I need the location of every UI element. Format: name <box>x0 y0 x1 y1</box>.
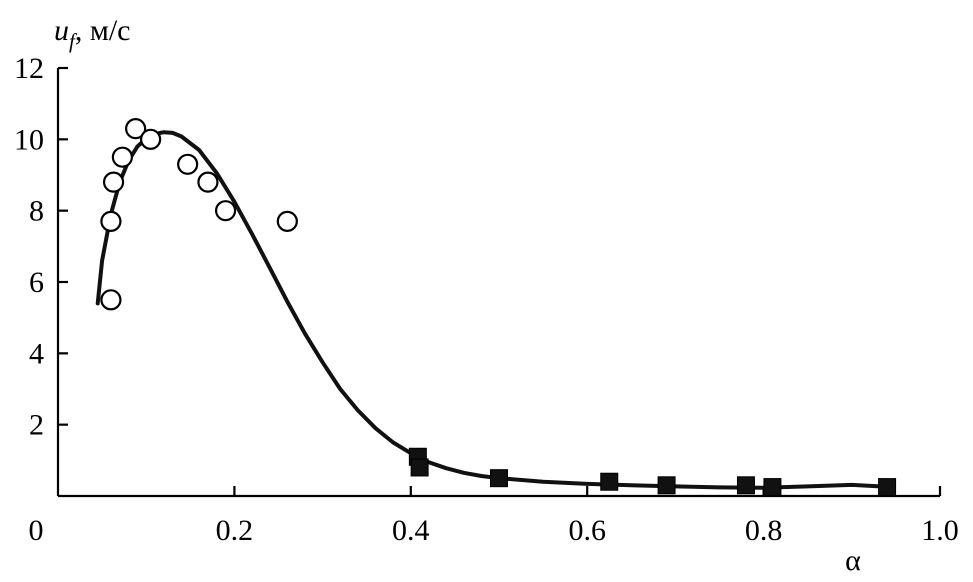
x-tick-label: 0.4 <box>392 514 430 547</box>
filled-square-point <box>763 478 782 497</box>
y-axis-title-sub: f <box>69 29 78 53</box>
y-tick-label: 2 <box>29 409 44 442</box>
x-tick-label: 0.6 <box>568 514 606 547</box>
open-circle-point <box>100 289 122 311</box>
open-circle-point <box>197 171 219 193</box>
x-axis-title: α <box>845 544 861 577</box>
filled-square-point <box>878 478 897 497</box>
y-tick-label: 4 <box>29 337 44 370</box>
filled-square-point <box>410 458 429 477</box>
filled-square-point <box>490 469 508 488</box>
open-circle-point <box>100 210 122 232</box>
y-axis-title-var: u <box>54 14 69 47</box>
y-axis-title: uf, м/с <box>54 14 130 53</box>
filled-square-point <box>657 476 676 495</box>
y-tick-label: 8 <box>29 195 44 228</box>
open-circle-point <box>214 200 237 222</box>
y-tick-label: 12 <box>14 52 44 85</box>
open-circle-point <box>177 153 199 175</box>
x-ticks: 0 0.2 0.4 0.6 0.8 1.0 <box>29 486 959 547</box>
open-circle-point <box>102 171 125 193</box>
open-circle-point <box>276 210 298 232</box>
axes <box>56 68 940 498</box>
y-tick-label: 10 <box>14 123 44 156</box>
filled-square-point <box>736 476 755 495</box>
series-layer <box>95 118 897 497</box>
open-circle-point <box>140 128 162 150</box>
y-axis-title-unit: , м/с <box>75 14 131 47</box>
open-circle-point <box>125 118 147 140</box>
x-tick-label: 0.8 <box>745 514 783 547</box>
x-tick-label: 0.2 <box>216 514 254 547</box>
y-ticks: 2 4 6 8 10 12 <box>14 52 68 442</box>
filled-square-point <box>600 472 619 491</box>
open-circle-point <box>111 146 133 168</box>
x-tick-label: 1.0 <box>921 514 959 547</box>
x-tick-label: 0 <box>29 514 44 547</box>
y-tick-label: 6 <box>29 266 44 299</box>
